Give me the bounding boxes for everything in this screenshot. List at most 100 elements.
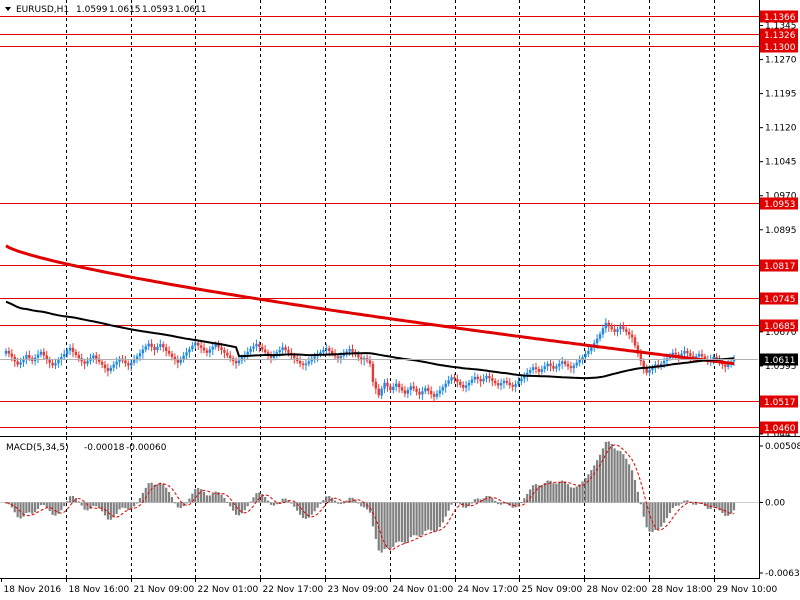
candle (494, 378, 497, 386)
macd-bar (566, 484, 570, 503)
macd-bar (127, 502, 130, 510)
candle (237, 355, 241, 366)
macd-bar (721, 502, 724, 513)
macd-panel[interactable]: MACD(5,34,5) -0.00018 -0.00060 (0, 437, 759, 578)
candle (619, 322, 622, 335)
macd-bar (217, 492, 220, 503)
time-tick-label: 18 Nov 16:00 (69, 585, 130, 595)
price-panel[interactable]: EURUSD,H1 1.0599 1.0615 1.0593 1.0611 (0, 0, 759, 436)
macd-bar (48, 502, 51, 512)
price-tick-label: 1.1120 (765, 124, 797, 134)
candle (63, 349, 66, 360)
macd-bar (307, 502, 310, 518)
macd-bar (165, 487, 168, 503)
macd-bar (278, 501, 281, 503)
candle (429, 386, 433, 399)
candle (176, 355, 180, 369)
macd-bar (354, 499, 357, 503)
macd-bar (266, 500, 270, 503)
macd-bar (179, 502, 182, 509)
ohlc-low: 1.0593 (142, 5, 174, 15)
candle (572, 362, 576, 374)
macd-bar (316, 502, 319, 508)
macd-bar (31, 502, 34, 514)
candle (112, 360, 115, 372)
macd-bar (339, 502, 342, 505)
macd-axis[interactable]: 0.00508 0.00 -0.00634 (759, 442, 800, 579)
svg-text:1.0817: 1.0817 (764, 262, 796, 272)
candle (473, 372, 477, 384)
candle (310, 355, 313, 366)
candle (39, 349, 43, 358)
candle (552, 361, 555, 372)
moving-average-fast (5, 300, 735, 380)
macd-value-1: -0.00018 (84, 443, 125, 453)
candle (229, 350, 232, 362)
macd-bar (39, 502, 43, 506)
macd-bar (98, 502, 101, 509)
macd-bar (261, 494, 264, 503)
candle (68, 344, 72, 356)
macd-bar (555, 483, 558, 503)
macd-bar (450, 502, 453, 505)
macd-bar (197, 487, 200, 503)
macd-bar (360, 502, 363, 507)
symbol-label: EURUSD,H1 (16, 5, 69, 15)
level-label: 1.0517 (760, 395, 798, 408)
macd-bar (459, 502, 462, 505)
macd-bar (336, 502, 340, 504)
macd-tick-label: 0.00 (765, 498, 785, 508)
level-label: 1.0685 (760, 319, 798, 332)
macd-bar (249, 501, 252, 503)
candle (403, 385, 407, 398)
macd-bar (188, 498, 191, 503)
candle (424, 385, 427, 395)
candle (261, 343, 264, 353)
candle (130, 359, 133, 371)
macd-bar (441, 502, 444, 523)
macd-bar (569, 487, 573, 503)
macd-bar (89, 502, 92, 509)
price-axis[interactable]: 1.1345 1.1270 1.1195 1.1120 1.1045 1.0970 1.08… (759, 10, 798, 441)
candle (307, 356, 311, 367)
candle (499, 378, 503, 390)
candle (584, 350, 587, 363)
macd-bar (214, 491, 217, 503)
candle (4, 348, 8, 357)
candle (517, 376, 520, 387)
macd-bar (619, 451, 622, 503)
macd-bar (328, 496, 331, 503)
macd-bar (269, 502, 273, 505)
macd-bar (488, 496, 491, 503)
chevron-down-icon[interactable] (5, 7, 11, 11)
macd-bar (715, 502, 718, 509)
macd-label: MACD(5,34,5) (6, 443, 69, 453)
candle (613, 324, 616, 336)
candle (456, 374, 459, 388)
macd-bar (255, 493, 258, 503)
candle (450, 374, 453, 385)
current-price-label: 1.0611 (760, 353, 798, 366)
time-tick-label: 28 Nov 18:00 (652, 585, 713, 595)
candle (482, 374, 485, 385)
macd-bar (622, 454, 625, 503)
macd-bar (502, 502, 506, 504)
time-axis[interactable]: 18 Nov 2016 18 Nov 16:00 21 Nov 09:00 22 No… (1, 578, 778, 595)
candle (479, 375, 482, 387)
candle (447, 375, 450, 387)
candle (645, 364, 648, 376)
level-label: 1.1326 (760, 28, 798, 41)
candle (441, 384, 444, 395)
macd-bar (95, 502, 98, 507)
macd-bar (587, 474, 590, 503)
macd-bar (368, 502, 372, 513)
macd-tick-label: 0.00508 (765, 442, 800, 452)
candle (511, 382, 514, 392)
macd-bar (170, 496, 174, 503)
macd-bar (80, 502, 83, 506)
candle (208, 345, 212, 358)
candle (205, 347, 209, 357)
candle (65, 347, 69, 358)
candle (124, 355, 127, 367)
